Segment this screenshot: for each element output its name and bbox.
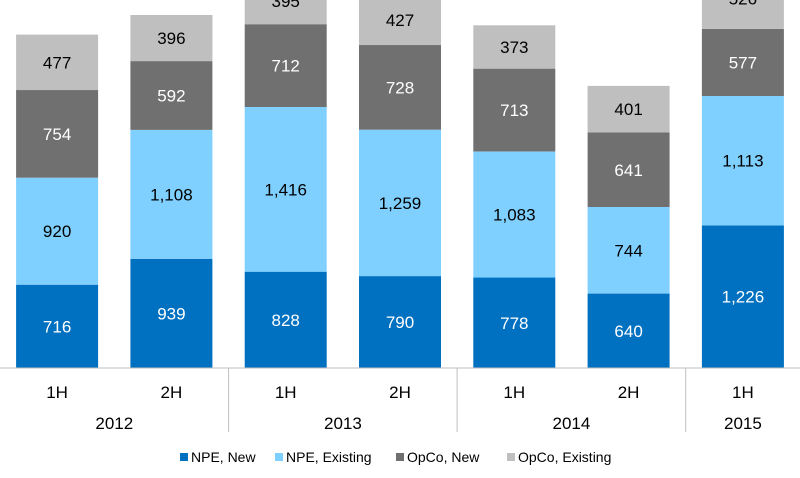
data-label: 526 xyxy=(729,0,757,8)
data-label: 754 xyxy=(43,125,71,144)
data-label: 713 xyxy=(500,101,528,120)
data-label: 1,226 xyxy=(722,288,765,307)
data-label: 1,259 xyxy=(379,194,422,213)
x-tick-label: 2H xyxy=(389,383,411,402)
data-label: 396 xyxy=(157,29,185,48)
legend-label: NPE, Existing xyxy=(286,449,372,465)
data-label: 577 xyxy=(729,53,757,72)
legend-label: OpCo, New xyxy=(407,449,480,465)
data-label: 716 xyxy=(43,317,71,336)
data-label: 592 xyxy=(157,87,185,106)
data-label: 1,416 xyxy=(264,180,307,199)
x-tick-label: 1H xyxy=(503,383,525,402)
data-label: 477 xyxy=(43,53,71,72)
x-group-label: 2015 xyxy=(724,414,762,433)
legend-swatch xyxy=(275,453,283,461)
data-label: 712 xyxy=(272,57,300,76)
data-label: 920 xyxy=(43,222,71,241)
x-axis: 1H 2H 1H 2H 1H 2H 1H 2012 2013 2014 2015 xyxy=(0,368,800,433)
data-label: 790 xyxy=(386,313,414,332)
x-tick-label: 1H xyxy=(732,383,754,402)
data-label: 641 xyxy=(614,161,642,180)
legend-label: NPE, New xyxy=(191,449,256,465)
legend-swatch xyxy=(180,453,188,461)
stacked-bar-chart: 716 920 754 477 939 1,108 592 396 828 1,416 712 395… xyxy=(0,0,800,478)
data-label: 1,113 xyxy=(722,152,763,171)
data-label: 1,108 xyxy=(150,185,193,204)
legend: NPE, New NPE, Existing OpCo, New OpCo, Exis… xyxy=(180,449,611,465)
data-label: 1,083 xyxy=(493,206,536,225)
data-label: 728 xyxy=(386,78,414,97)
x-group-label: 2014 xyxy=(552,414,590,433)
data-label: 373 xyxy=(500,38,528,57)
data-label: 778 xyxy=(500,314,528,333)
x-tick-label: 1H xyxy=(275,383,297,402)
data-label: 640 xyxy=(614,322,642,341)
legend-label: OpCo, Existing xyxy=(518,449,611,465)
x-tick-label: 2H xyxy=(161,383,183,402)
data-label: 427 xyxy=(386,11,414,30)
x-group-label: 2012 xyxy=(95,414,133,433)
x-tick-label: 2H xyxy=(618,383,640,402)
x-group-label: 2013 xyxy=(324,414,362,433)
data-label: 744 xyxy=(614,241,642,260)
legend-swatch xyxy=(507,453,515,461)
x-tick-label: 1H xyxy=(46,383,68,402)
bars-layer: 716 920 754 477 939 1,108 592 396 828 1,416 712 395… xyxy=(16,0,784,368)
data-label: 939 xyxy=(157,304,185,323)
legend-swatch xyxy=(396,453,404,461)
data-label: 401 xyxy=(614,100,642,119)
data-label: 395 xyxy=(272,0,300,11)
data-label: 828 xyxy=(272,311,300,330)
